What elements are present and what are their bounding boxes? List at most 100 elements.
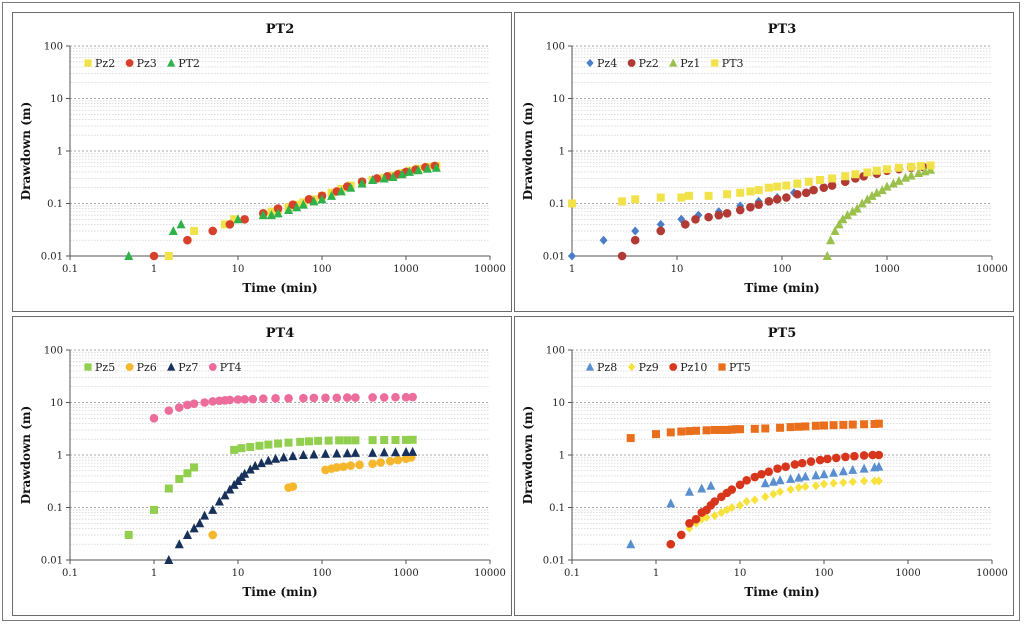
legend-marker-pz4 bbox=[586, 58, 594, 68]
data-point-pz10 bbox=[850, 451, 859, 461]
data-point-pt2 bbox=[168, 225, 178, 235]
data-point-pz7 bbox=[309, 449, 319, 459]
y-tick-label: 0.1 bbox=[47, 199, 63, 210]
legend-label-pz4: Pz4 bbox=[597, 57, 617, 70]
data-point-pz1 bbox=[852, 203, 862, 213]
data-point-pt5 bbox=[727, 425, 736, 434]
data-point-pz9 bbox=[839, 477, 848, 487]
data-point-pt4 bbox=[379, 393, 389, 402]
legend-label-pz5: Pz5 bbox=[95, 361, 115, 374]
y-tick-label: 100 bbox=[546, 346, 565, 357]
data-point-pz7 bbox=[408, 446, 418, 456]
data-point-pt5 bbox=[829, 421, 838, 430]
y-tick-label: 10 bbox=[552, 398, 565, 409]
data-point-pz10 bbox=[806, 457, 816, 466]
data-point-pt4 bbox=[342, 393, 352, 402]
data-point-pt2 bbox=[273, 208, 283, 218]
data-point-pz5 bbox=[402, 435, 410, 444]
data-point-pz10 bbox=[742, 475, 751, 485]
data-point-pz7 bbox=[174, 539, 184, 549]
data-point-pt4 bbox=[401, 392, 411, 402]
data-point-pz2 bbox=[164, 252, 173, 260]
data-point-pz2 bbox=[230, 215, 239, 224]
x-tick-label: 1 bbox=[653, 568, 659, 579]
data-point-pz9 bbox=[801, 482, 810, 492]
data-point-pt4 bbox=[408, 392, 417, 402]
data-point-pz1 bbox=[842, 210, 852, 220]
data-point-pz9 bbox=[727, 503, 736, 512]
data-point-pt4 bbox=[271, 394, 280, 403]
chart-panel-pt2: 0.1 1 10 100 1000 10000 0.01 0.1 1 10 100 PT2 Time (… bbox=[12, 12, 512, 312]
data-point-pt2 bbox=[266, 210, 276, 220]
data-point-pt4 bbox=[174, 403, 184, 412]
data-point-pz9 bbox=[769, 489, 778, 499]
data-point-pt3 bbox=[804, 177, 813, 186]
x-tick-label: 1000 bbox=[393, 568, 418, 579]
data-point-pz10 bbox=[735, 480, 745, 490]
data-point-pz9 bbox=[811, 481, 820, 491]
data-point-pt3 bbox=[851, 170, 860, 179]
data-point-pz9 bbox=[717, 508, 726, 518]
data-point-pz5 bbox=[304, 437, 313, 446]
data-point-pt2 bbox=[124, 251, 134, 260]
data-point-pz9 bbox=[761, 492, 770, 502]
data-point-pt5 bbox=[794, 422, 803, 431]
data-point-pz7 bbox=[200, 510, 210, 520]
data-point-pt2 bbox=[413, 165, 423, 175]
data-point-pz5 bbox=[230, 445, 239, 454]
data-point-pz2 bbox=[746, 202, 755, 212]
data-point-pt3 bbox=[782, 181, 791, 190]
chart-panel-pt5: 0.1 1 10 100 1000 10000 0.01 0.1 1 10 100 PT5 Time (… bbox=[514, 316, 1014, 616]
legend-marker-pz2 bbox=[84, 59, 92, 67]
data-point-pt5 bbox=[666, 428, 675, 437]
data-point-pz2 bbox=[714, 210, 724, 220]
data-point-pz2 bbox=[630, 235, 640, 245]
x-tick-label: 0.1 bbox=[62, 568, 78, 579]
x-tick-label: 10 bbox=[232, 568, 245, 579]
data-point-pz7 bbox=[263, 455, 273, 465]
legend-marker-pz6 bbox=[125, 363, 134, 371]
series-pz8 bbox=[626, 461, 884, 549]
data-point-pz4 bbox=[631, 226, 640, 236]
data-point-pz9 bbox=[820, 479, 828, 489]
y-axis-title: Drawdown (m) bbox=[19, 102, 33, 201]
data-point-pz5 bbox=[274, 439, 283, 448]
data-point-pz7 bbox=[298, 450, 308, 459]
legend-label-pz6: Pz6 bbox=[137, 361, 157, 374]
data-point-pz2 bbox=[793, 189, 802, 199]
data-point-pz6 bbox=[346, 461, 356, 470]
x-axis-title: Time (min) bbox=[744, 585, 819, 599]
legend-marker-pt3 bbox=[711, 59, 719, 67]
data-point-pt5 bbox=[761, 424, 770, 433]
data-point-pt2 bbox=[336, 186, 346, 196]
data-point-pz10 bbox=[750, 472, 760, 482]
data-point-pt5 bbox=[839, 420, 848, 429]
data-point-pz1 bbox=[834, 219, 844, 229]
x-axis-title: Time (min) bbox=[744, 281, 819, 295]
data-point-pt4 bbox=[189, 399, 199, 408]
x-tick-label: 0.1 bbox=[62, 264, 78, 275]
data-point-pz2 bbox=[681, 220, 690, 229]
data-point-pz7 bbox=[342, 448, 352, 458]
data-point-pz8 bbox=[775, 475, 785, 485]
data-point-pz9 bbox=[736, 500, 744, 510]
data-point-pz5 bbox=[175, 474, 184, 483]
data-point-pz7 bbox=[245, 464, 255, 474]
data-point-pz8 bbox=[874, 461, 884, 471]
data-point-pt5 bbox=[736, 425, 744, 434]
legend-label-pt4: PT4 bbox=[220, 361, 242, 374]
data-point-pz10 bbox=[666, 539, 676, 549]
data-point-pt3 bbox=[568, 199, 576, 208]
data-point-pz7 bbox=[225, 484, 235, 494]
y-tick-label: 100 bbox=[546, 42, 565, 53]
legend-label-pt2: PT2 bbox=[178, 57, 200, 70]
data-point-pz1 bbox=[848, 206, 858, 216]
data-point-pz6 bbox=[393, 455, 403, 465]
legend: Pz5 Pz6 Pz7 PT4 bbox=[84, 361, 242, 374]
data-point-pz8 bbox=[786, 473, 796, 483]
data-point-pt4 bbox=[321, 393, 330, 403]
data-point-pz8 bbox=[811, 470, 821, 480]
x-tick-label: 10000 bbox=[474, 568, 506, 579]
y-axis-title: Drawdown (m) bbox=[521, 406, 535, 505]
